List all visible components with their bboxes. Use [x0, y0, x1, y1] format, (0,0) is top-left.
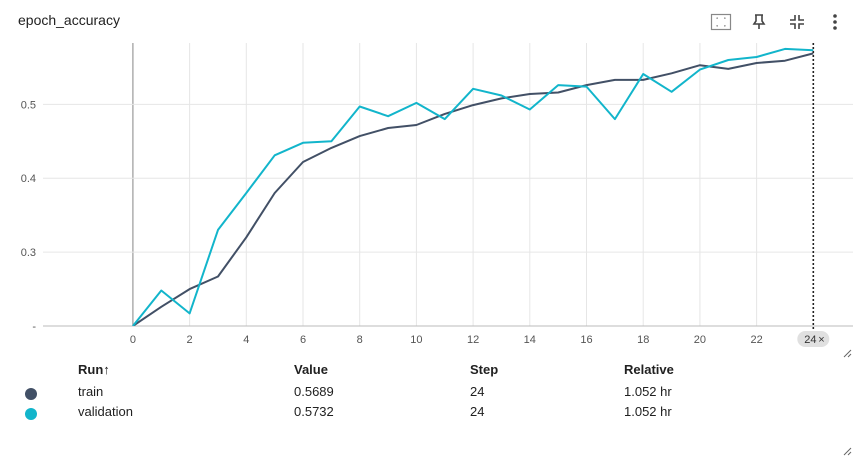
- step-badge-label: 24: [804, 334, 816, 346]
- run-step: 24: [470, 404, 485, 419]
- x-tick-label: 6: [300, 334, 306, 346]
- line-chart[interactable]: 0 2 4 6 8 10 12 14 16 18 20 22-0.30.40.524 ×: [0, 0, 866, 360]
- x-tick-label: 20: [694, 334, 706, 346]
- fit-domain-icon: [710, 13, 732, 31]
- pin-icon: [752, 14, 766, 29]
- x-tick-label: 12: [467, 334, 479, 346]
- x-tick-label: 4: [243, 334, 249, 346]
- fit-domain-button[interactable]: [702, 8, 740, 36]
- grid-layer: [43, 43, 853, 327]
- x-tick-label: 22: [750, 334, 762, 346]
- x-tick-label: 14: [524, 334, 536, 346]
- collapse-button[interactable]: [778, 8, 816, 36]
- axis-layer: 0 2 4 6 8 10 12 14 16 18 20 22-0.30.40.524 ×: [21, 43, 830, 347]
- header-relative[interactable]: Relative: [624, 362, 674, 377]
- series-layer: [132, 47, 814, 326]
- chart-resize-handle[interactable]: [842, 348, 852, 358]
- y-tick-label: 0.5: [21, 99, 36, 111]
- x-tick-label: 18: [637, 334, 649, 346]
- y-tick-label: -: [32, 321, 36, 333]
- step-cursor-badge[interactable]: 24 ×: [797, 331, 830, 347]
- table-header-row: Run↑ Value Step Relative: [0, 362, 866, 382]
- step-badge-bg: [797, 331, 830, 347]
- run-step: 24: [470, 384, 485, 399]
- more-options-button[interactable]: [816, 8, 854, 36]
- run-value: 0.5689: [294, 384, 334, 399]
- close-icon: ×: [818, 334, 824, 346]
- run-relative: 1.052 hr: [624, 384, 672, 399]
- series-line-train: [132, 52, 814, 326]
- more-vert-icon: [833, 14, 837, 30]
- table-resize-handle[interactable]: [842, 446, 852, 456]
- x-tick-label: 8: [357, 334, 363, 346]
- header-value[interactable]: Value: [294, 362, 328, 377]
- y-tick-label: 0.3: [21, 247, 36, 259]
- header-step[interactable]: Step: [470, 362, 499, 377]
- x-tick-label: 0: [130, 334, 136, 346]
- x-tick-label: 2: [187, 334, 193, 346]
- table-row: validation 0.5732 24 1.052 hr: [0, 404, 866, 424]
- run-value: 0.5732: [294, 404, 334, 419]
- run-name: train: [78, 384, 104, 399]
- run-relative: 1.052 hr: [624, 404, 672, 419]
- run-color-dot: [25, 408, 37, 420]
- collapse-icon: [790, 15, 804, 29]
- header-run[interactable]: Run↑: [78, 362, 110, 377]
- run-name: validation: [78, 404, 133, 419]
- card-toolbar: [702, 8, 854, 36]
- series-line-validation: [132, 47, 814, 326]
- card-title: epoch_accuracy: [18, 12, 120, 28]
- table-row: train 0.5689 24 1.052 hr: [0, 384, 866, 404]
- y-tick-label: 0.4: [21, 173, 36, 185]
- run-color-dot: [25, 388, 37, 400]
- x-tick-label: 10: [410, 334, 422, 346]
- x-tick-label: 16: [580, 334, 592, 346]
- pin-button[interactable]: [740, 8, 778, 36]
